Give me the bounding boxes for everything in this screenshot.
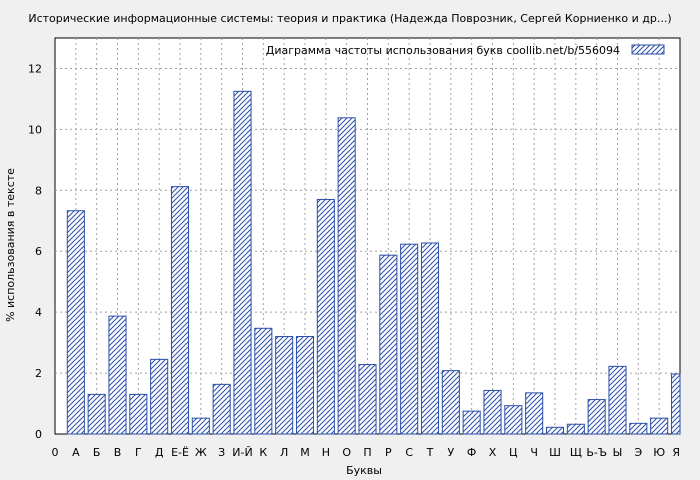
x-tick-label: Ч xyxy=(530,446,538,459)
bar-С xyxy=(400,243,419,435)
y-tick-labels: 0 2 4 6 8 10 12 xyxy=(28,62,42,441)
legend-label: Диаграмма частоты использования букв coo… xyxy=(266,44,620,57)
x-axis-label: Буквы xyxy=(346,464,382,477)
y-tick-label: 10 xyxy=(28,123,42,136)
x-tick-label: Х xyxy=(489,446,497,459)
bar-Д xyxy=(150,358,169,435)
x-tick-label: П xyxy=(363,446,371,459)
x-tick-label: Т xyxy=(426,446,434,459)
bar-М xyxy=(295,336,315,435)
bar-Р xyxy=(379,254,398,435)
x-tick-label: Э xyxy=(634,446,642,459)
x-tick-label: Р xyxy=(385,446,392,459)
bar-Щ xyxy=(566,423,585,435)
x-tick-label: И-Й xyxy=(232,446,252,459)
x-tick-label: Н xyxy=(322,446,330,459)
x-tick-label: Я xyxy=(672,446,680,459)
x-tick-label: О xyxy=(342,446,351,459)
bar-Ц xyxy=(504,405,523,435)
x-tick-label: Ц xyxy=(509,446,518,459)
x-tick-label: Д xyxy=(155,446,164,459)
x-tick-label: Ф xyxy=(467,446,476,459)
y-tick-label: 0 xyxy=(35,428,42,441)
x-tick-label: У xyxy=(447,446,454,459)
x-tick-label: М xyxy=(300,446,310,459)
bar-О xyxy=(337,117,356,435)
bar-К xyxy=(254,327,273,435)
y-tick-label: 4 xyxy=(35,306,42,319)
bar-Ь-Ъ xyxy=(587,399,606,435)
x-tick-label: З xyxy=(218,446,225,459)
x-tick-label: Г xyxy=(135,446,142,459)
bar-И-Й xyxy=(233,90,252,435)
bar-У xyxy=(441,370,460,435)
x-tick-label: Щ xyxy=(570,446,582,459)
legend-swatch xyxy=(631,44,665,55)
bar-Ж xyxy=(191,417,210,435)
x-tick-label: Ь-Ъ xyxy=(586,446,607,459)
x-tick-label: Ы xyxy=(613,446,623,459)
bar-Ю xyxy=(650,417,669,435)
x-tick-labels: 0 А Б В Г Д Е-Ё Ж З И-Й К Л М Н О П Р С Т У Ф Х Ц Ч Ш Щ Ь-Ъ Ы Э Ю Я xyxy=(52,446,681,459)
y-tick-label: 6 xyxy=(35,245,42,258)
y-tick-label: 12 xyxy=(28,62,42,75)
bar-П xyxy=(358,364,377,435)
bar-А xyxy=(66,210,85,435)
bar-З xyxy=(212,383,231,435)
bar-Н xyxy=(316,198,335,435)
bar-Е-Ё xyxy=(170,186,190,435)
x-tick-label: В xyxy=(114,446,122,459)
bar-Л xyxy=(275,336,294,435)
chart-title: Исторические информационные системы: тео… xyxy=(28,12,671,25)
bar-Б xyxy=(87,393,106,435)
x-tick-label: А xyxy=(72,446,80,459)
bar-group xyxy=(66,90,681,435)
y-tick-label: 2 xyxy=(35,367,42,380)
x-tick-label: Ж xyxy=(195,446,207,459)
x-tick-label: Ш xyxy=(549,446,561,459)
x-tick-label: С xyxy=(405,446,413,459)
bar-Э xyxy=(629,422,648,435)
x-tick-label: Б xyxy=(93,446,101,459)
bar-Ф xyxy=(462,410,481,435)
x-tick-label: К xyxy=(259,446,267,459)
bar-Т xyxy=(420,242,440,435)
legend: Диаграмма частоты использования букв coo… xyxy=(266,44,665,57)
bar-Х xyxy=(483,389,502,435)
bar-В xyxy=(108,315,127,435)
bar-Ч xyxy=(525,392,544,435)
y-tick-label: 8 xyxy=(35,184,42,197)
x-tick-label: Е-Ё xyxy=(171,446,189,459)
bar-Я xyxy=(670,373,681,435)
bar-Г xyxy=(129,393,148,435)
x-tick-label: 0 xyxy=(52,446,59,459)
x-tick-label: Л xyxy=(280,446,288,459)
x-tick-label: Ю xyxy=(653,446,665,459)
bar-Ы xyxy=(608,365,627,435)
y-axis-label: % использования в тексте xyxy=(4,168,17,322)
bar-Ш xyxy=(545,426,565,435)
